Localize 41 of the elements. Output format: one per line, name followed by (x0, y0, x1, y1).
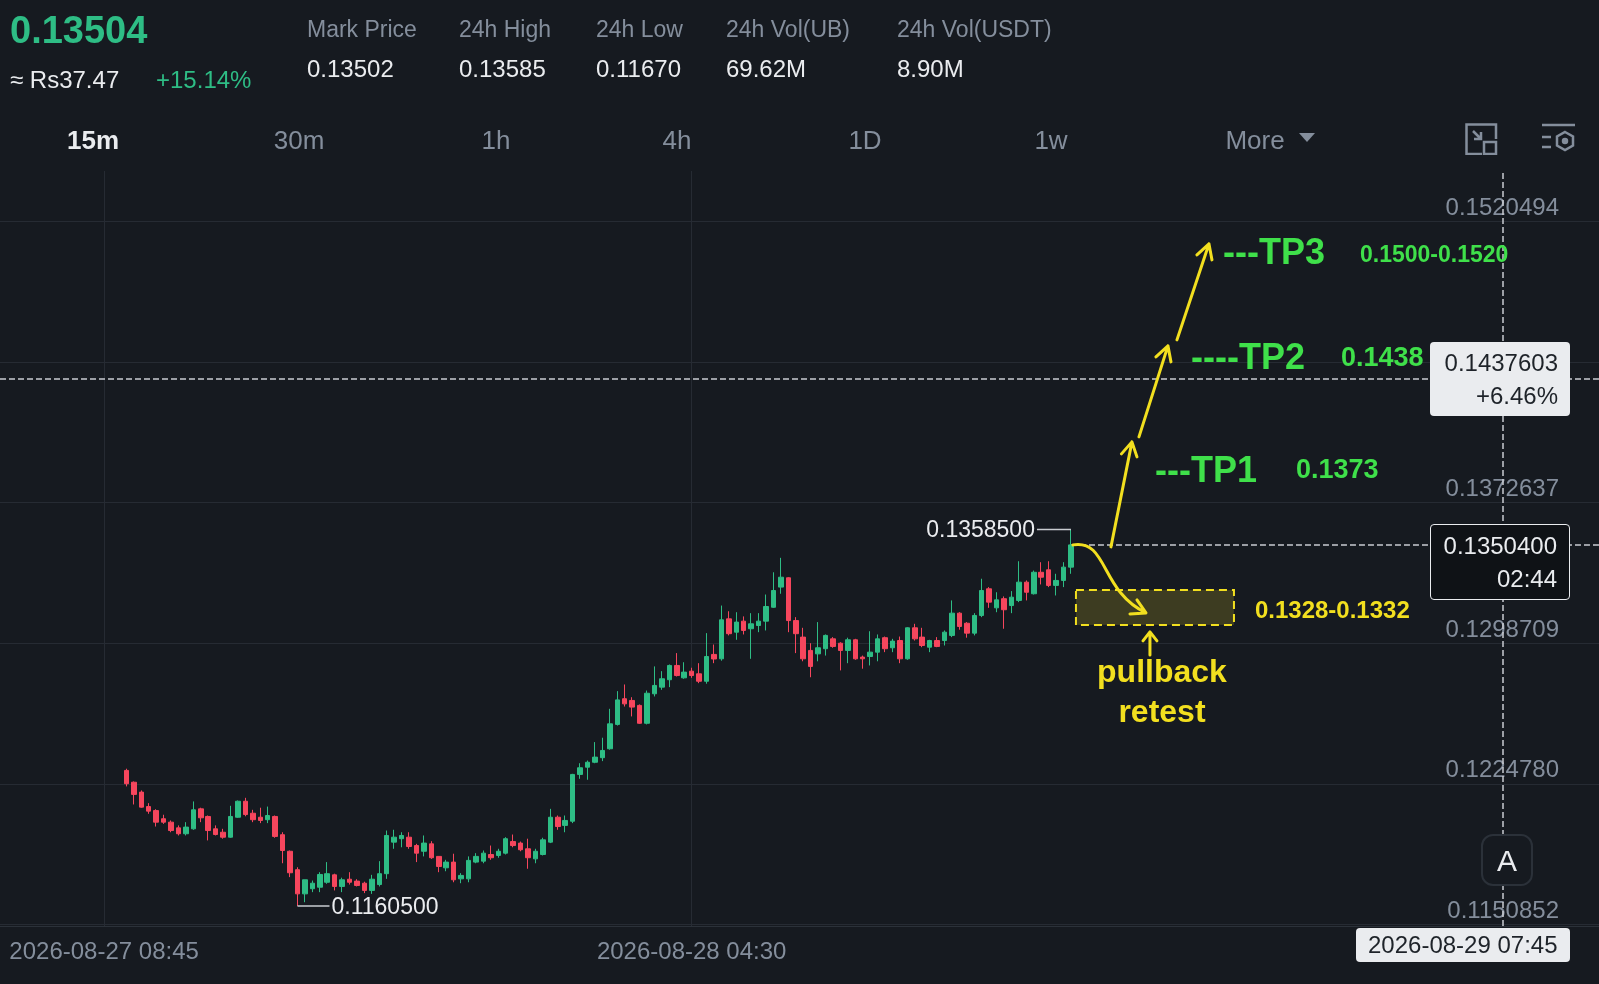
text: More (1225, 125, 1285, 155)
y-tick-label: 0.1224780 (1445, 755, 1559, 783)
ref-line-label: 0.1350400 02:44 (1430, 523, 1570, 600)
annotation: A (1496, 844, 1518, 877)
text: 1h (481, 125, 511, 155)
x-tick-label: 2026-08-27 08:45 (9, 936, 199, 964)
text: 24h Vol(UB) (726, 15, 851, 42)
text: 15m (66, 125, 120, 155)
text: 24h Vol(USDT) (897, 15, 1052, 42)
x-tick-label: 2026-08-28 04:30 (596, 936, 787, 964)
annotation: 0.1160500 (331, 892, 439, 919)
y-tick-label: 0.1298709 (1445, 614, 1559, 642)
text: 1w (1034, 125, 1068, 155)
text: 8.90M (897, 55, 964, 82)
text: +15.14% (156, 66, 252, 93)
y-tick-label: 0.1520494 (1445, 192, 1559, 220)
text: 4h (662, 125, 692, 155)
y-tick-label: 0.1372637 (1445, 474, 1559, 502)
text: 0.11670 (596, 55, 681, 82)
chart-title: 0.13504 (10, 9, 148, 51)
annotation: 0.1500-0.1520 (1359, 240, 1509, 267)
annotation: ----TP2 (1190, 336, 1305, 377)
text: 24h High (459, 15, 552, 42)
annotation: 0.1328-0.1332 (1254, 596, 1410, 623)
annotation: pullback retest (1096, 651, 1228, 731)
annotation: ---TP3 (1222, 231, 1325, 272)
annotation: ---TP1 (1154, 448, 1257, 490)
annotation: 0.1358500 (926, 515, 1035, 542)
text: 1D (848, 125, 882, 155)
text: Mark Price (307, 15, 417, 42)
annotation: 0.1373 (1295, 453, 1379, 484)
text: 0.13502 (307, 55, 394, 82)
text: 30m (273, 125, 325, 155)
y-tick-label: 0.1150852 (1447, 895, 1559, 923)
text: 0.13585 (459, 55, 546, 82)
text: 24h Low (596, 15, 683, 42)
text: 69.62M (726, 55, 807, 82)
text: ≈ Rs37.47 (10, 66, 120, 93)
annotation: 0.1438 (1340, 341, 1424, 372)
ref-line-label: 2026-08-29 07:45 (1356, 928, 1570, 962)
ref-line-label: 0.1437603 +6.46% (1430, 342, 1570, 417)
